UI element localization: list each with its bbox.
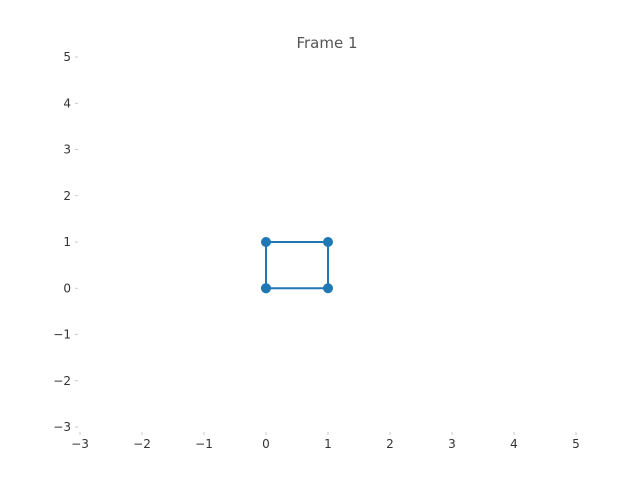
x-tick-label: −3	[71, 437, 89, 451]
data-point	[261, 283, 271, 294]
y-tick-label: 0	[63, 281, 71, 295]
series-line	[265, 241, 329, 290]
y-tick-label: 4	[63, 96, 71, 110]
x-axis: −3 −2 −1 0 1 2 3 4 5	[71, 432, 580, 451]
x-tick-label: 2	[386, 437, 394, 451]
data-point	[323, 283, 333, 294]
x-tick-label: 4	[510, 437, 518, 451]
x-tick-label: 3	[448, 437, 456, 451]
y-tick-label: −3	[53, 420, 71, 434]
data-point	[261, 237, 271, 247]
x-tick-label: −2	[133, 437, 151, 451]
y-tick-label: −1	[53, 328, 71, 342]
chart-title: Frame 1	[296, 34, 357, 52]
y-tick-label: 2	[63, 189, 71, 203]
y-axis: −3 −2 −1 0 1 2 3 4 5	[53, 50, 78, 434]
y-tick-label: −2	[53, 374, 71, 388]
y-tick-label: 5	[63, 50, 71, 64]
x-tick-label: −1	[195, 437, 213, 451]
data-point	[323, 237, 333, 247]
y-tick-label: 3	[63, 143, 71, 157]
x-tick-label: 0	[262, 437, 270, 451]
x-tick-label: 5	[572, 437, 580, 451]
plot-area	[261, 237, 333, 294]
y-tick-label: 1	[63, 235, 71, 249]
x-tick-label: 1	[324, 437, 332, 451]
